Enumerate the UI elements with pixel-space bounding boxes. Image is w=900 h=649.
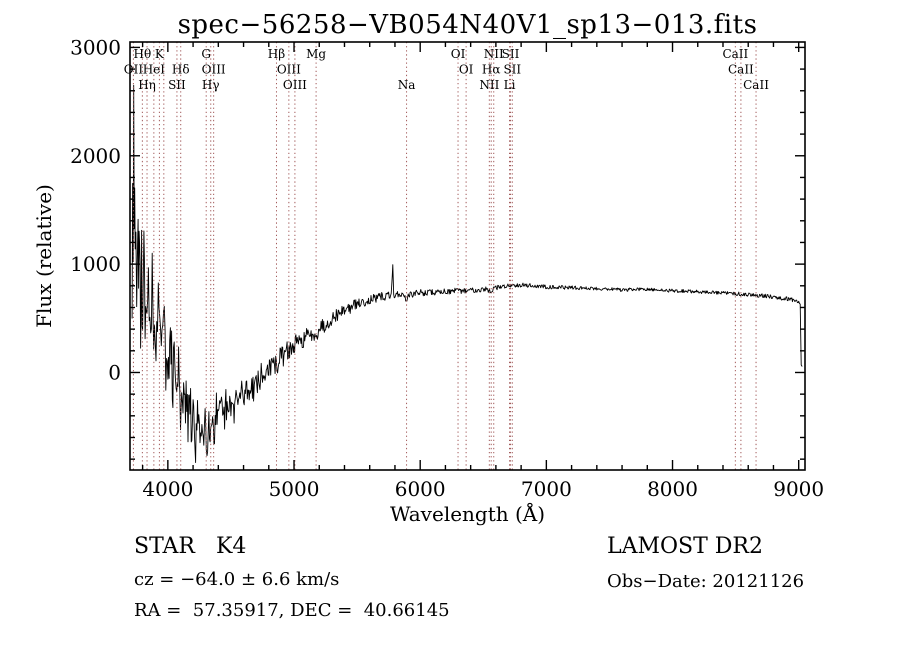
spectrum-trace bbox=[131, 84, 803, 463]
svg-text:K: K bbox=[155, 47, 165, 61]
tick-labels: 4000 5000 6000 7000 8000 9000 0 1000 2000 3000 bbox=[70, 35, 824, 501]
svg-text:7000: 7000 bbox=[521, 477, 572, 501]
svg-text:9000: 9000 bbox=[773, 477, 824, 501]
svg-text:Mg: Mg bbox=[306, 47, 326, 61]
svg-text:3000: 3000 bbox=[70, 35, 121, 59]
svg-text:Hβ: Hβ bbox=[268, 47, 285, 61]
svg-text:Hα: Hα bbox=[482, 63, 501, 77]
svg-text:Hγ: Hγ bbox=[202, 78, 220, 92]
svg-text:CaII: CaII bbox=[728, 63, 754, 77]
svg-text:SII: SII bbox=[502, 47, 520, 61]
obs-date: Obs−Date: 20121126 bbox=[607, 571, 805, 592]
svg-text:CaII: CaII bbox=[743, 78, 769, 92]
spectral-line-markers bbox=[132, 42, 757, 470]
svg-text:OI: OI bbox=[451, 47, 466, 61]
svg-text:OIII: OIII bbox=[202, 63, 226, 77]
svg-text:HeI: HeI bbox=[143, 63, 166, 77]
classification-label: STAR K4 bbox=[134, 534, 247, 559]
svg-text:Hθ: Hθ bbox=[134, 47, 152, 61]
svg-text:NII: NII bbox=[479, 78, 499, 92]
svg-text:SII: SII bbox=[168, 78, 186, 92]
svg-text:Hδ: Hδ bbox=[172, 63, 190, 77]
svg-text:G: G bbox=[201, 47, 211, 61]
y-axis-label: Flux (relative) bbox=[32, 184, 56, 328]
svg-text:5000: 5000 bbox=[269, 477, 320, 501]
svg-text:OIII: OIII bbox=[277, 63, 301, 77]
svg-text:NII: NII bbox=[484, 47, 504, 61]
svg-text:OI: OI bbox=[459, 63, 474, 77]
svg-text:1000: 1000 bbox=[70, 252, 121, 276]
svg-text:Na: Na bbox=[398, 78, 416, 92]
svg-text:6000: 6000 bbox=[395, 477, 446, 501]
svg-text:SII: SII bbox=[503, 63, 521, 77]
svg-text:OIII: OIII bbox=[283, 78, 307, 92]
svg-text:CaII: CaII bbox=[722, 47, 748, 61]
plot-title: spec−56258−VB054N40V1_sp13−013.fits bbox=[177, 10, 758, 40]
axis-ticks bbox=[130, 42, 805, 470]
survey-label: LAMOST DR2 bbox=[607, 534, 763, 559]
svg-text:8000: 8000 bbox=[647, 477, 698, 501]
plot-frame bbox=[129, 41, 806, 471]
svg-text:0: 0 bbox=[108, 360, 121, 384]
svg-text:2000: 2000 bbox=[70, 144, 121, 168]
svg-text:Hη: Hη bbox=[138, 78, 156, 92]
svg-text:Li: Li bbox=[504, 78, 516, 92]
ra-dec-value: RA = 57.35917, DEC = 40.66145 bbox=[134, 600, 450, 621]
cz-value: cz = −64.0 ± 6.6 km/s bbox=[134, 569, 340, 590]
svg-text:4000: 4000 bbox=[142, 477, 193, 501]
x-axis-label: Wavelength (Å) bbox=[389, 502, 546, 526]
